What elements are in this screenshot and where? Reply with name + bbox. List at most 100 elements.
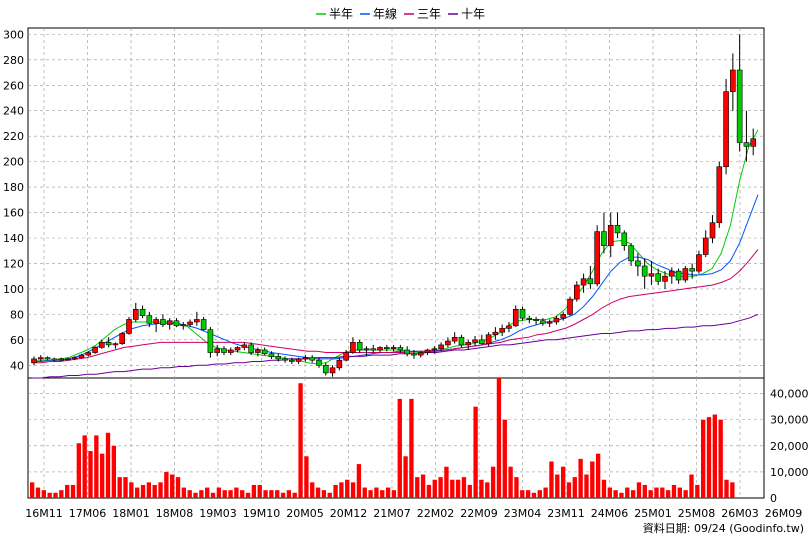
volume-bar: [555, 474, 560, 498]
candle-body: [356, 342, 363, 351]
candle-body: [621, 232, 628, 246]
candle-body: [730, 69, 736, 92]
candle-body: [431, 348, 438, 351]
candle-body: [51, 358, 58, 361]
volume-bar: [327, 492, 332, 498]
volume-bar: [152, 484, 157, 498]
volume-bar: [590, 461, 595, 498]
candle-body: [146, 315, 153, 324]
volume-bar: [654, 487, 659, 498]
volume-bar: [362, 487, 367, 498]
volume-bar: [560, 466, 566, 498]
price-plot-frame: [27, 27, 765, 379]
volume-bar: [549, 461, 554, 498]
volume-bar: [82, 435, 87, 498]
candle-body: [533, 319, 539, 322]
candle-body: [316, 359, 322, 366]
candle-body: [214, 348, 220, 353]
volume-tick-label: 40,000: [770, 388, 808, 401]
candle-body: [553, 317, 560, 323]
x-tick-label: 20M12: [330, 507, 368, 520]
volume-bar: [461, 477, 467, 498]
volume-bar: [304, 456, 309, 498]
candle-body: [458, 336, 465, 346]
volume-bar: [450, 479, 455, 498]
x-tick-label: 22M02: [417, 507, 455, 520]
volume-bar: [117, 477, 122, 498]
volume-bar: [88, 451, 93, 498]
x-tick-label: 24M06: [591, 507, 629, 520]
x-tick-label: 26M09: [765, 507, 803, 520]
candle-body: [363, 348, 370, 351]
volume-bar: [181, 487, 187, 498]
candle-body: [180, 324, 187, 327]
volume-bar: [187, 490, 192, 498]
volume-bar: [310, 482, 315, 498]
price-tick-label: 280: [3, 54, 24, 67]
candle-body: [424, 349, 431, 353]
volume-bar: [164, 471, 169, 498]
candle-body: [295, 358, 302, 362]
candle-body: [377, 347, 383, 351]
volume-bar: [502, 419, 507, 498]
price-tick-label: 180: [3, 181, 24, 194]
candle-body: [723, 91, 729, 168]
candle-body: [322, 364, 329, 374]
candle-body: [99, 342, 105, 348]
volume-bar: [695, 484, 700, 498]
candle-body: [132, 308, 139, 320]
price-tick-label: 240: [3, 105, 24, 118]
candle-body: [628, 245, 634, 262]
volume-bar: [345, 479, 350, 498]
candle-body: [750, 138, 757, 147]
volume-bar: [607, 487, 612, 498]
candle-body: [499, 328, 505, 333]
candle-body: [173, 320, 180, 327]
candle-body: [71, 357, 78, 360]
volume-bar: [508, 466, 513, 498]
volume-tick-label: 0: [770, 492, 777, 505]
candle-body: [241, 344, 248, 348]
volume-bar: [636, 482, 642, 498]
volume-bar: [730, 482, 735, 498]
x-tick-label: 16M11: [25, 507, 63, 520]
volume-tick-label: 10,000: [770, 466, 808, 479]
price-tick-label: 100: [3, 283, 24, 296]
candle-body: [546, 321, 553, 324]
volume-bar: [374, 487, 379, 498]
volume-bar: [222, 490, 227, 498]
candle-body: [370, 348, 377, 351]
candle-body: [227, 349, 234, 353]
x-tick-label: 19M03: [199, 507, 237, 520]
candle-body: [302, 357, 309, 360]
volume-bars: [30, 378, 735, 498]
volume-bar: [642, 484, 647, 498]
volume-bar: [175, 477, 181, 498]
volume-bar: [473, 406, 478, 498]
volume-bar: [432, 479, 437, 498]
volume-bar: [595, 453, 601, 498]
volume-bar: [170, 474, 175, 498]
volume-axis: 0 10,000 20,000 30,000 40,000: [770, 388, 808, 505]
candle-body: [37, 357, 44, 360]
volume-tick-label: 30,000: [770, 414, 808, 427]
volume-bar: [41, 490, 47, 498]
candle-body: [248, 344, 254, 353]
volume-bar: [286, 490, 292, 498]
volume-bar: [700, 419, 706, 498]
candle-body: [58, 358, 64, 361]
volume-bar: [543, 487, 548, 498]
volume-bar: [572, 477, 577, 498]
volume-bar: [712, 414, 717, 498]
volume-bar: [380, 490, 385, 498]
volume-bar: [257, 484, 262, 498]
price-tick-label: 40: [10, 359, 24, 372]
volume-bar: [385, 487, 391, 498]
legend: 半年 年線 三年 十年: [316, 6, 485, 21]
volume-bar: [216, 487, 222, 498]
candle-body: [540, 320, 546, 324]
candle-body: [743, 142, 750, 147]
volume-bar: [129, 482, 134, 498]
candle-body: [601, 231, 607, 246]
